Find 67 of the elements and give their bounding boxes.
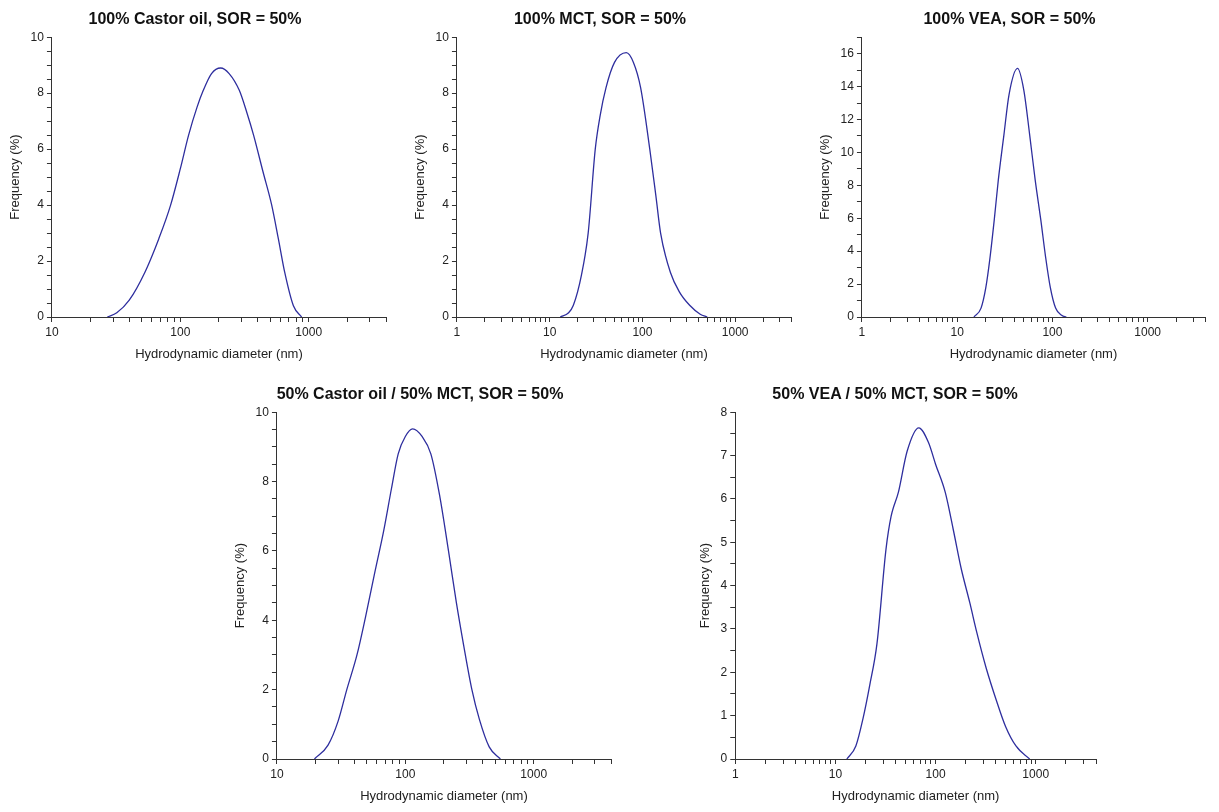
y-tick-label: 3 [720, 621, 728, 636]
x-tick-label: 1 [731, 766, 739, 781]
y-tick-label: 0 [442, 309, 450, 324]
y-tick-label: 8 [720, 404, 728, 419]
x-tick-label: 1000 [295, 324, 323, 339]
y-tick-label: 8 [262, 473, 270, 488]
y-axis-title: Frequency (%) [697, 542, 713, 629]
y-tick-label: 0 [262, 751, 270, 766]
x-tick-label: 1000 [1134, 324, 1162, 339]
x-axis-title: Hydrodynamic diameter (nm) [949, 345, 1118, 361]
chart-title: 50% Castor oil / 50% MCT, SOR = 50% [276, 385, 564, 403]
y-tick-label: 2 [262, 681, 270, 696]
y-tick-label: 6 [37, 141, 45, 156]
y-tick-label: 4 [262, 612, 270, 627]
y-tick-label: 2 [847, 276, 855, 291]
y-tick-label: 10 [30, 29, 45, 44]
y-tick-label: 6 [262, 543, 270, 558]
chart-title: 100% MCT, SOR = 50% [513, 10, 687, 28]
y-tick-label: 2 [720, 664, 728, 679]
y-tick-label: 0 [37, 309, 45, 324]
y-tick-label: 1 [720, 707, 728, 722]
x-tick-label: 100 [925, 766, 946, 781]
x-tick-label: 1 [858, 324, 866, 339]
y-tick-label: 14 [840, 78, 855, 93]
x-tick-label: 100 [170, 324, 191, 339]
y-tick-label: 6 [720, 491, 728, 506]
x-tick-label: 10 [828, 766, 843, 781]
y-axis-title: Frequency (%) [412, 134, 428, 220]
x-tick-label: 10 [950, 324, 965, 339]
x-axis-title: Hydrodynamic diameter (nm) [831, 787, 1000, 803]
chart-title: 100% Castor oil, SOR = 50% [88, 10, 302, 28]
y-tick-label: 4 [442, 197, 450, 212]
x-axis-title: Hydrodynamic diameter (nm) [135, 345, 303, 361]
x-tick-label: 1000 [721, 324, 749, 339]
x-axis-title: Hydrodynamic diameter (nm) [360, 787, 528, 803]
y-tick-label: 2 [37, 253, 45, 268]
y-tick-label: 12 [840, 111, 855, 126]
y-axis-title: Frequency (%) [817, 134, 833, 220]
y-tick-label: 0 [720, 751, 728, 766]
x-axis-title: Hydrodynamic diameter (nm) [540, 345, 708, 361]
chart-title: 100% VEA, SOR = 50% [923, 10, 1096, 28]
y-axis-title: Frequency (%) [232, 542, 248, 629]
y-tick-label: 4 [720, 577, 728, 592]
x-tick-label: 10 [543, 324, 557, 339]
y-tick-label: 10 [255, 404, 270, 419]
y-tick-label: 5 [720, 534, 728, 549]
y-tick-label: 16 [840, 45, 855, 60]
y-tick-label: 8 [442, 85, 450, 100]
x-tick-label: 1 [453, 324, 461, 339]
x-tick-label: 1000 [520, 766, 548, 781]
y-tick-label: 8 [847, 177, 855, 192]
x-tick-label: 100 [395, 766, 416, 781]
y-tick-label: 10 [840, 144, 855, 159]
y-tick-label: 4 [847, 243, 855, 258]
x-tick-label: 100 [1042, 324, 1063, 339]
y-tick-label: 6 [847, 210, 855, 225]
y-tick-label: 2 [442, 253, 450, 268]
y-tick-label: 0 [847, 309, 855, 324]
y-tick-label: 7 [720, 447, 728, 462]
y-axis-title: Frequency (%) [7, 134, 23, 220]
chart-title: 50% VEA / 50% MCT, SOR = 50% [772, 385, 1018, 403]
x-tick-label: 1000 [1022, 766, 1050, 781]
y-tick-label: 4 [37, 197, 45, 212]
y-tick-label: 8 [37, 85, 45, 100]
y-tick-label: 10 [435, 29, 450, 44]
y-tick-label: 6 [442, 141, 450, 156]
x-tick-label: 100 [632, 324, 653, 339]
